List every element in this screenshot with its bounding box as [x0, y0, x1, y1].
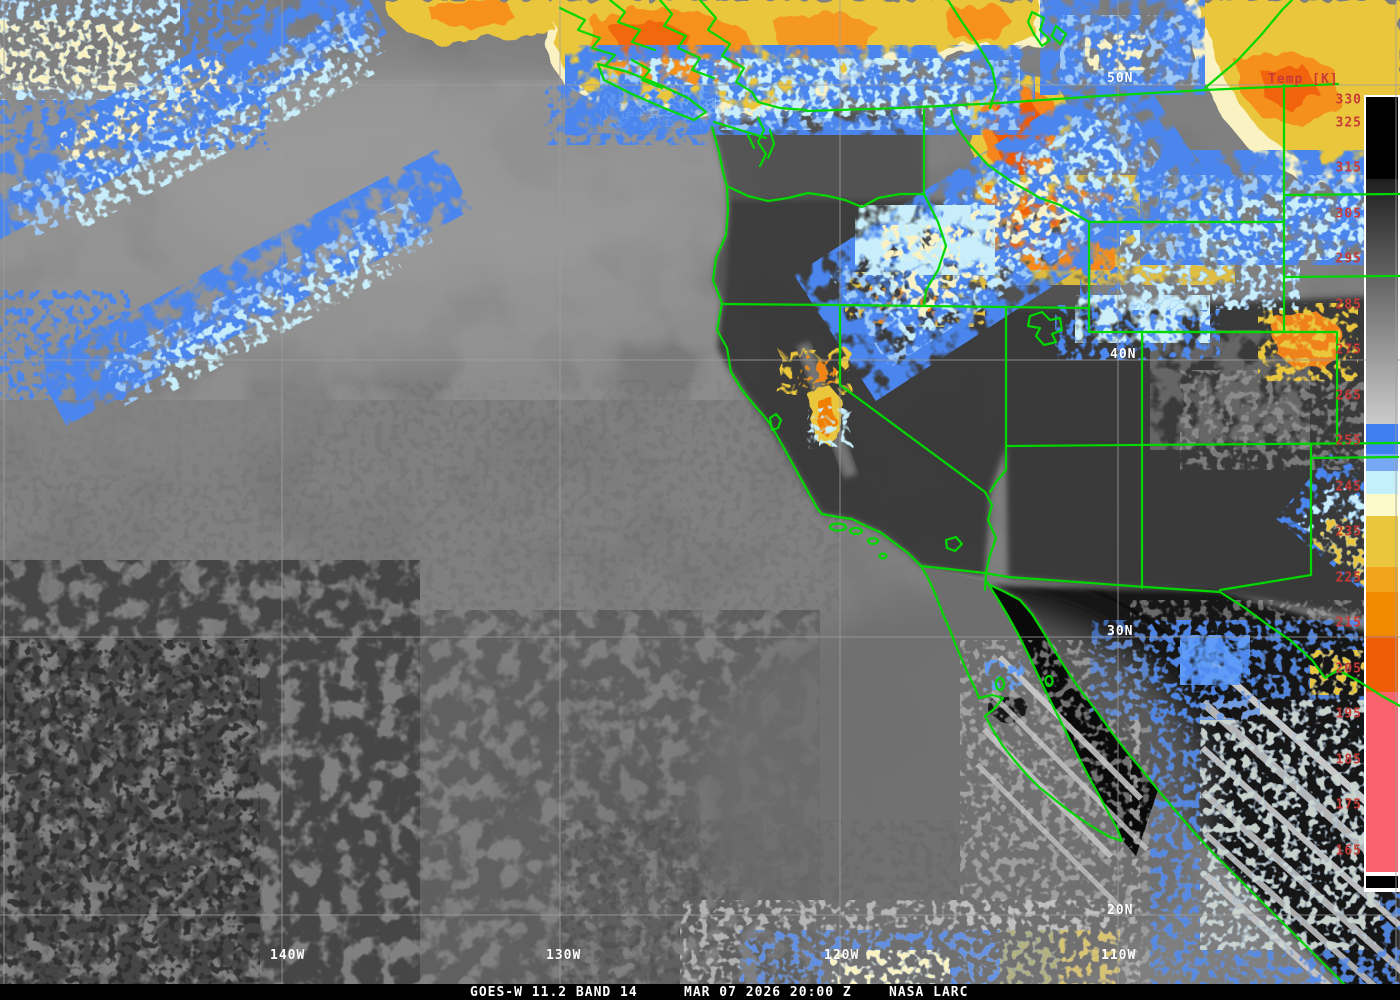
vancouver-island — [596, 62, 708, 122]
salton-sea — [944, 535, 964, 553]
us-canada-border — [804, 82, 1340, 113]
sf-bay — [768, 412, 783, 432]
great-salt-lake — [1026, 310, 1064, 347]
state-borders — [720, 83, 1400, 592]
mexico-mainland-coast — [988, 583, 1364, 1000]
caption-bar: GOES-W 11.2 BAND 14 MAR 07 2026 20:00 Z NA… — [0, 984, 1400, 1000]
puget-sound — [712, 116, 776, 168]
caption-part-1: MAR 07 2026 20:00 Z — [684, 985, 852, 1000]
map-boundaries — [558, 0, 1400, 1000]
temperature-colorbar — [1364, 95, 1400, 892]
caption-part-2: NASA LARC — [889, 985, 969, 1000]
us-mexico-border — [919, 564, 1222, 594]
bc-ab-border — [1203, 0, 1294, 90]
pacific-coastline — [710, 125, 1124, 843]
bc-lakes — [1026, 10, 1052, 48]
enhancement-sierra-blob — [780, 350, 850, 448]
islands — [828, 522, 1054, 692]
caption-part-0: GOES-W 11.2 BAND 14 — [470, 985, 638, 1000]
bc-coast — [946, 0, 998, 110]
rio-grande — [1218, 590, 1400, 708]
bc-fjords — [558, 0, 808, 112]
